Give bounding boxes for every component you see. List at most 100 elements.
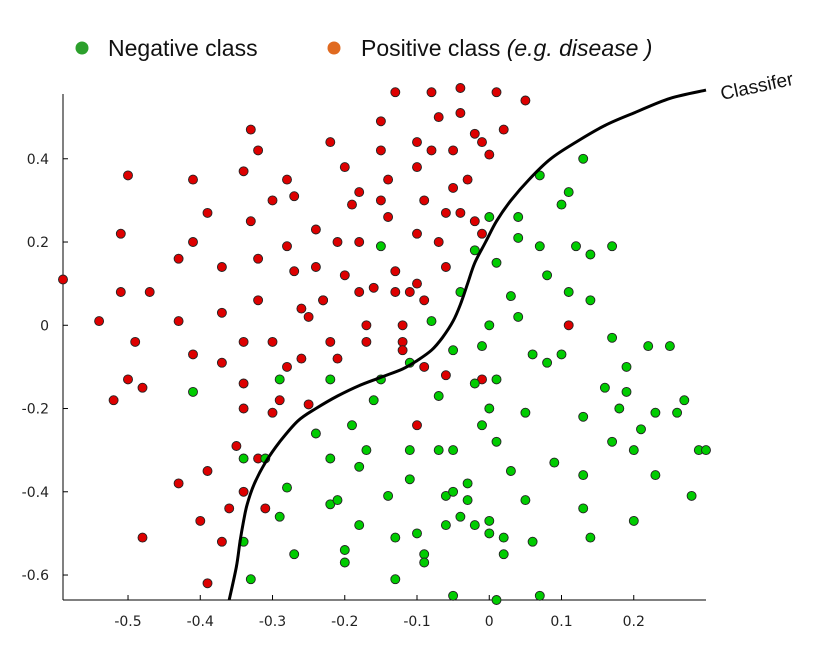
positive-point: [188, 349, 198, 360]
positive-point: [347, 199, 357, 210]
negative-point: [361, 445, 372, 456]
negative-point: [542, 357, 553, 368]
negative-point: [542, 270, 553, 281]
positive-point: [123, 170, 133, 181]
negative-point: [628, 515, 639, 526]
positive-point: [448, 145, 459, 156]
negative-point: [339, 545, 350, 555]
x-tick-label: -0.3: [259, 614, 286, 630]
negative-point: [527, 349, 538, 360]
x-tick-label: -0.4: [187, 614, 214, 630]
legend: Negative class Positive class (e.g. dise…: [75, 35, 652, 61]
positive-point: [94, 316, 105, 327]
positive-point: [412, 278, 422, 289]
negative-point: [513, 212, 524, 222]
negative-point: [520, 495, 531, 506]
negative-point: [607, 436, 618, 447]
positive-point: [289, 191, 300, 202]
negative-point: [383, 490, 394, 501]
negative-point: [585, 295, 596, 306]
negative-point: [469, 245, 480, 256]
positive-point: [216, 262, 227, 272]
positive-point: [433, 112, 444, 123]
positive-point: [253, 145, 264, 156]
x-tick-label: 0.2: [623, 614, 645, 630]
positive-point: [296, 353, 307, 364]
negative-point: [332, 495, 343, 506]
negative-point: [491, 257, 502, 268]
negative-point: [448, 445, 459, 456]
positive-point: [245, 124, 256, 135]
positive-point: [390, 87, 401, 98]
negative-point: [419, 549, 430, 560]
negative-point: [578, 153, 589, 164]
positive-point: [390, 266, 401, 277]
negative-point: [672, 407, 683, 418]
positive-point: [375, 195, 386, 206]
positive-point: [282, 241, 292, 252]
positive-point: [108, 395, 119, 406]
legend-label-negative: Negative class: [108, 35, 258, 61]
y-tick-label: -0.2: [22, 402, 49, 418]
positive-point: [498, 124, 509, 135]
negative-point: [527, 536, 538, 547]
x-tick-label: 0: [485, 614, 494, 630]
negative-point: [621, 361, 632, 372]
positive-point: [173, 316, 184, 327]
positive-point: [375, 145, 386, 156]
legend-marker-positive: [327, 41, 341, 55]
negative-point: [578, 503, 589, 514]
positive-point: [303, 311, 314, 322]
negative-point: [390, 574, 401, 585]
negative-point: [513, 311, 524, 322]
negative-point: [325, 499, 336, 510]
negative-point: [274, 374, 285, 385]
x-tick-label: -0.5: [114, 614, 141, 630]
legend-marker-negative: [75, 41, 89, 55]
negative-point: [491, 595, 502, 605]
positive-point: [202, 578, 213, 589]
axes: -0.5 -0.4 -0.3 -0.2 -0.1 0 0.1 0.2 0.40.20-0.2-…: [22, 94, 706, 630]
positive-point: [484, 149, 495, 160]
negative-point: [325, 453, 336, 464]
negative-point: [484, 515, 495, 526]
negative-point: [433, 391, 444, 401]
negative-point: [650, 470, 661, 481]
positive-point: [339, 162, 350, 173]
positive-point: [361, 336, 372, 347]
positive-point: [310, 262, 321, 272]
negative-point: [404, 474, 415, 485]
classifier-annotation: Classifer: [719, 69, 796, 105]
negative-point: [701, 445, 711, 456]
negative-point: [354, 520, 365, 531]
positive-point: [202, 466, 213, 476]
positive-point: [412, 228, 422, 239]
negative-point: [571, 241, 581, 252]
positive-point: [440, 370, 451, 381]
positive-point: [238, 336, 249, 347]
positive-point: [216, 307, 227, 318]
positive-point: [282, 174, 292, 185]
negative-point: [621, 386, 632, 397]
positive-point: [253, 253, 264, 264]
negative-point: [643, 341, 654, 352]
negative-point: [375, 241, 386, 252]
negative-point: [534, 241, 545, 252]
negative-point: [426, 316, 437, 327]
positive-point: [361, 320, 372, 331]
negative-point: [585, 532, 596, 543]
positive-point: [137, 382, 148, 393]
negative-point: [563, 287, 574, 297]
positive-point: [267, 407, 278, 418]
negative-point: [534, 590, 545, 601]
positive-point: [58, 274, 68, 285]
positive-point: [433, 237, 444, 247]
negative-point: [310, 428, 321, 439]
positive-point: [390, 287, 401, 297]
negative-point: [477, 341, 487, 352]
negative-point: [664, 341, 675, 352]
positive-point: [231, 441, 242, 451]
positive-point: [303, 399, 314, 410]
positive-point: [267, 336, 278, 347]
